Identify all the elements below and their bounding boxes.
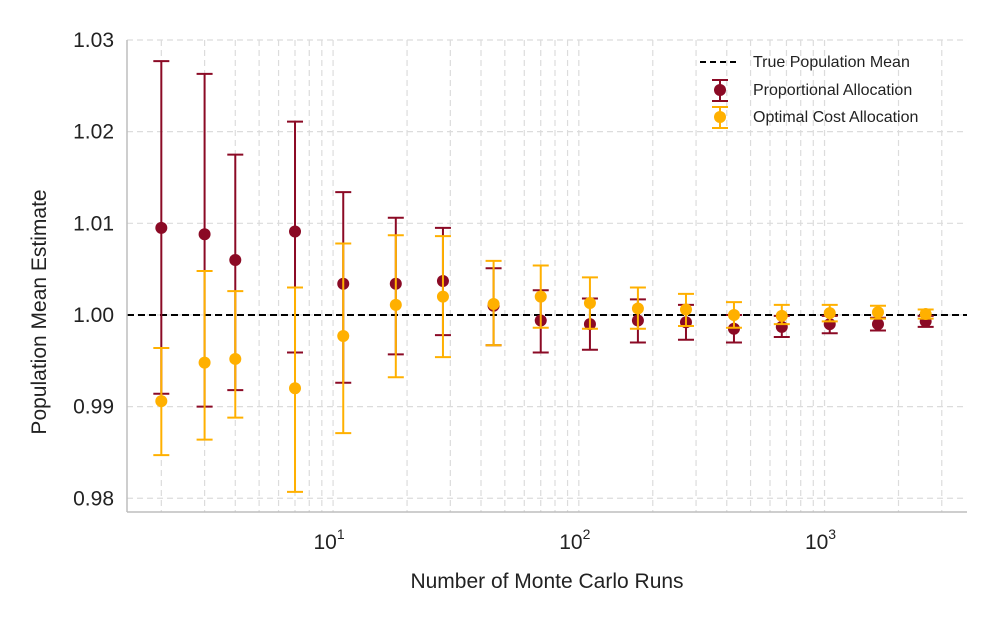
legend: True Population Mean Proportional Alloca… [700,54,918,129]
data-point [727,308,740,321]
legend-swatch-optimal [712,106,728,129]
y-tick-label: 1.00 [73,304,114,327]
data-point [389,298,402,311]
data-point [198,228,211,241]
data-point [155,221,168,234]
data-point [919,308,932,321]
data-point [337,330,350,343]
data-point [871,318,884,331]
data-point [436,290,449,303]
data-point [871,306,884,319]
data-point [487,297,500,310]
y-tick-label: 1.01 [73,212,114,235]
axes-group [126,40,967,513]
y-tick-label: 0.99 [73,396,114,419]
legend-label-reference: True Population Mean [753,54,910,71]
data-point [775,309,788,322]
data-point [679,303,692,316]
data-point [229,253,242,266]
y-tick-label: 0.98 [73,487,114,510]
x-tick-label: 103 [805,526,836,554]
legend-label-optimal: Optimal Cost Allocation [753,109,918,126]
series-group [153,60,934,493]
data-point [198,356,211,369]
data-point [583,297,596,310]
y-axis-label: Population Mean Estimate [28,189,51,434]
legend-swatch-proportional [712,79,728,102]
data-point [289,382,302,395]
y-tick-label: 1.03 [73,29,114,52]
data-point [534,290,547,303]
legend-label-proportional: Proportional Allocation [753,82,912,99]
x-tick-label: 101 [313,526,344,554]
data-point [229,352,242,365]
series-optimal [153,234,934,493]
x-tick-label: 102 [559,526,590,554]
data-point [289,225,302,238]
data-point [155,395,168,408]
data-point [823,307,836,320]
data-point [631,302,644,315]
y-tick-label: 1.02 [73,121,114,144]
tick-labels: 0.98 0.99 1.00 1.01 1.02 1.03 101 102 103 [73,29,836,554]
x-axis-label: Number of Monte Carlo Runs [410,570,683,593]
